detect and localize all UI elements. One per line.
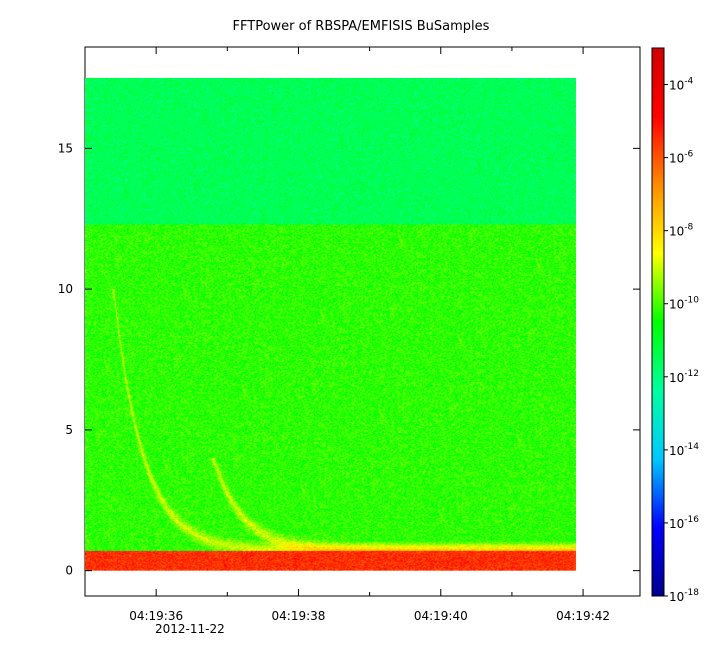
colorbar-tick-label: 10-6 bbox=[669, 150, 694, 166]
colorbar-tick-label: 10-18 bbox=[669, 588, 699, 604]
y-tick-label: 5 bbox=[65, 423, 73, 437]
y-tick-label: 0 bbox=[65, 564, 73, 578]
colorbar bbox=[651, 47, 665, 597]
x-tick-label: 04:19:36 bbox=[129, 609, 183, 623]
colorbar-tick-label: 10-10 bbox=[669, 296, 699, 312]
spectrogram-image bbox=[85, 77, 576, 571]
y-tick-label: 15 bbox=[58, 141, 73, 155]
colorbar-tick-label: 10-12 bbox=[669, 369, 699, 385]
x-axis: 04:19:36 04:19:38 04:19:40 04:19:42 bbox=[84, 47, 610, 623]
x-tick-label: 04:19:40 bbox=[414, 609, 468, 623]
colorbar-tick-label: 10-8 bbox=[669, 223, 694, 239]
colorbar-axis: 10-4 10-6 10-8 10-10 10-12 10-14 10-16 10-18 bbox=[664, 77, 699, 604]
y-axis: 0 5 10 15 bbox=[58, 141, 640, 578]
y-tick-label: 10 bbox=[58, 282, 73, 296]
colorbar-tick-label: 10-16 bbox=[669, 515, 699, 531]
x-tick-label: 04:19:38 bbox=[272, 609, 326, 623]
colorbar-tick-label: 10-14 bbox=[669, 442, 699, 458]
x-date-label: 2012-11-22 bbox=[155, 622, 225, 636]
chart-title: FFTPower of RBSPA/EMFISIS BuSamples bbox=[233, 19, 490, 34]
colorbar-tick-label: 10-4 bbox=[669, 77, 694, 93]
x-tick-label: 04:19:42 bbox=[556, 609, 610, 623]
